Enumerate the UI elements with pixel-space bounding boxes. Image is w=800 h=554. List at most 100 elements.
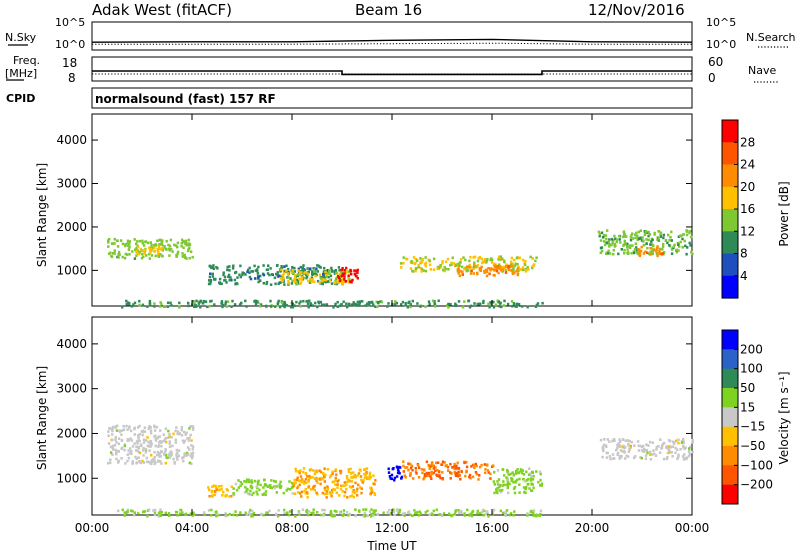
velocity-echo [639,456,642,459]
velocity-echo [359,475,363,478]
power-echo [153,305,156,308]
power-echo [184,240,187,244]
velocity-echo [505,483,508,487]
velocity-echo [264,490,268,493]
velocity-echo [203,513,206,517]
velocity-echo [295,478,299,482]
velocity-echo [139,461,143,465]
velocity-echo [153,459,156,462]
velocity-echo [453,465,456,468]
power-echo [183,254,186,257]
velocity-echo [444,464,447,468]
velocity-echo [191,451,195,455]
power-echo [632,251,636,255]
power-echo [353,269,356,272]
power-echo [427,300,431,303]
power-echo [149,241,152,244]
power-echo [603,243,607,247]
velocity-echo [512,513,515,517]
velocity-echo [682,439,685,443]
power-echo [536,302,540,305]
velocity-echo [153,429,157,432]
power-echo [414,257,418,261]
power-echo [689,229,692,233]
velocity-echo [306,511,309,514]
velocity-echo [187,452,190,456]
power-echo [521,258,525,262]
power-echo [314,272,318,276]
power-echo [282,272,286,275]
power-echo [526,266,529,269]
power-echo [417,265,421,269]
velocity-echo [476,512,479,515]
power-echo [473,255,477,259]
velocity-echo [179,508,182,512]
power-echo [298,277,301,281]
velocity-echo [115,457,118,461]
power-echo [136,245,140,249]
power-colorbar-tick-label-2: 20 [740,180,755,194]
velocity-echo [137,435,140,439]
velocity-echo [368,510,372,513]
power-echo [483,258,487,261]
power-echo [153,246,156,249]
velocity-echo [266,485,269,488]
velocity-echo [400,477,403,480]
velocity-echo [131,461,135,465]
power-echo [420,270,423,273]
velocity-echo [313,472,317,476]
power-echo [410,260,413,263]
velocity-echo [519,468,523,471]
velocity-echo [268,509,271,513]
velocity-echo [626,455,630,458]
power-echo [294,276,297,280]
power-echo [657,237,660,241]
power-echo [136,240,139,243]
velocity-echo [192,511,195,515]
velocity-echo [330,514,333,517]
power-echo [246,270,249,274]
velocity-echo [634,455,637,458]
velocity-echo [599,438,603,442]
power-echo [662,242,665,246]
velocity-echo [517,471,520,474]
velocity-echo [300,490,303,494]
power-echo [643,233,647,237]
power-ytick-label-2: 3000 [56,177,87,191]
power-echo [659,247,662,251]
power-echo [223,275,227,279]
velocity-echo [176,458,179,461]
power-echo [651,249,654,253]
power-echo [218,281,221,285]
power-echo [245,305,248,308]
power-echo [511,262,514,266]
power-echo [619,241,622,244]
power-echo [677,235,681,238]
velocity-echo [298,483,301,487]
power-echo [498,264,501,268]
power-echo [187,304,190,308]
power-echo [273,276,277,280]
power-echo [212,264,215,267]
velocity-echo [688,452,692,456]
power-echo [168,254,171,257]
power-echo [512,302,516,305]
velocity-echo [208,494,211,498]
velocity-echo [325,496,328,499]
power-echo [406,305,409,309]
velocity-echo [163,439,166,443]
velocity-echo [120,438,124,442]
power-echo [634,236,637,240]
power-echo [128,240,131,243]
power-echo [393,303,397,306]
velocity-echo [154,437,157,441]
power-echo [499,268,503,272]
velocity-echo [662,457,666,461]
velocity-echo [307,486,310,489]
velocity-echo [239,480,242,484]
velocity-echo [111,438,114,442]
power-echo [455,304,458,307]
power-echo [296,273,300,276]
velocity-echo [135,457,138,461]
